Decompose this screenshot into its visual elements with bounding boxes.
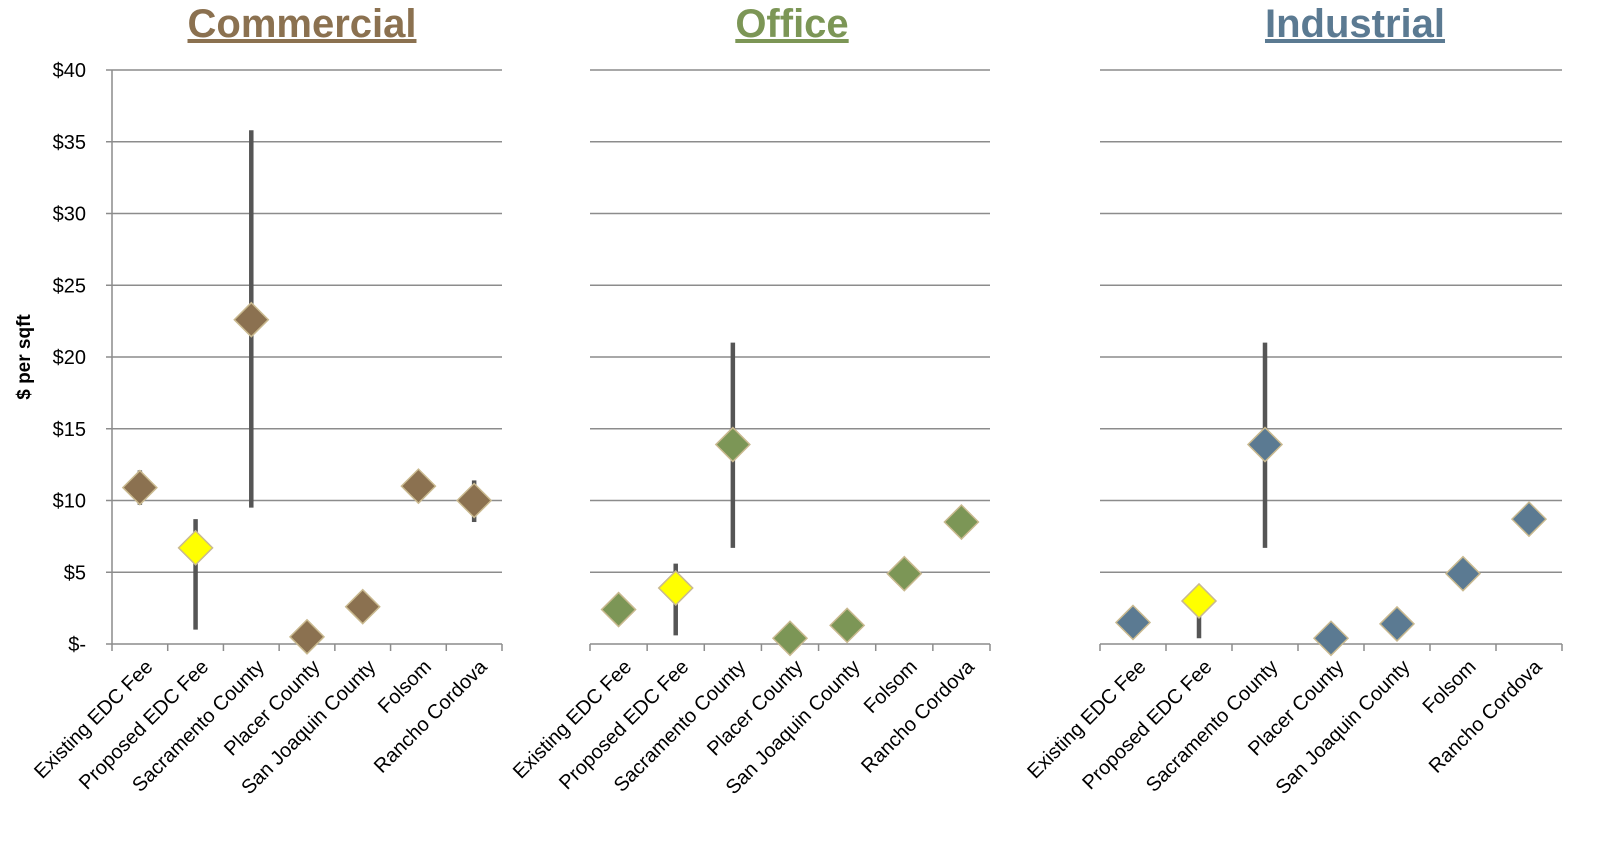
data-point-2-0 <box>1114 604 1152 641</box>
data-point-1-1 <box>657 569 694 607</box>
data-point-1-3 <box>771 620 809 657</box>
data-point-1-4 <box>829 607 866 644</box>
data-point-0-6 <box>456 482 493 519</box>
y-tick-label-2: $10 <box>53 491 86 513</box>
data-point-2-3 <box>1312 620 1350 657</box>
data-point-0-5 <box>400 468 437 505</box>
data-point-0-2 <box>233 301 270 338</box>
x-tick-label-2-5: Folsom <box>1419 656 1481 718</box>
x-tick-label-2-1: Proposed EDC Fee <box>1078 656 1216 794</box>
panel-title-2: Industrial <box>1265 2 1445 46</box>
data-point-0-1 <box>177 529 214 566</box>
y-tick-label-5: $25 <box>53 275 86 297</box>
data-point-0-4 <box>344 588 381 625</box>
x-tick-label-2-6: Rancho Cordova <box>1425 655 1547 777</box>
data-point-0-3 <box>288 618 326 655</box>
x-tick-label-2-4: San Joaquin County <box>1272 656 1415 799</box>
data-point-1-5 <box>886 555 923 592</box>
y-tick-label-7: $35 <box>53 132 86 154</box>
panel-title-1: Office <box>735 2 848 46</box>
data-point-2-2 <box>1246 426 1284 463</box>
y-tick-label-8: $40 <box>53 60 86 82</box>
y-tick-label-4: $20 <box>53 347 86 369</box>
y-tick-label-0: $- <box>68 634 86 656</box>
data-point-2-4 <box>1378 605 1416 642</box>
data-point-2-6 <box>1510 501 1548 538</box>
data-point-0-0 <box>121 469 158 506</box>
panel-title-0: Commercial <box>188 2 417 46</box>
data-point-1-6 <box>943 503 980 541</box>
data-point-2-1 <box>1180 582 1218 620</box>
data-point-2-5 <box>1444 555 1482 592</box>
y-axis-title: $ per sqft <box>14 314 35 400</box>
x-tick-label-2-0: Existing EDC Fee <box>1023 656 1150 783</box>
data-point-1-2 <box>714 426 751 463</box>
y-tick-label-1: $5 <box>64 562 86 584</box>
y-tick-label-3: $15 <box>53 419 86 441</box>
data-point-1-0 <box>600 591 637 628</box>
y-tick-label-6: $30 <box>53 204 86 226</box>
x-tick-label-0-3: Placer County <box>220 656 324 760</box>
